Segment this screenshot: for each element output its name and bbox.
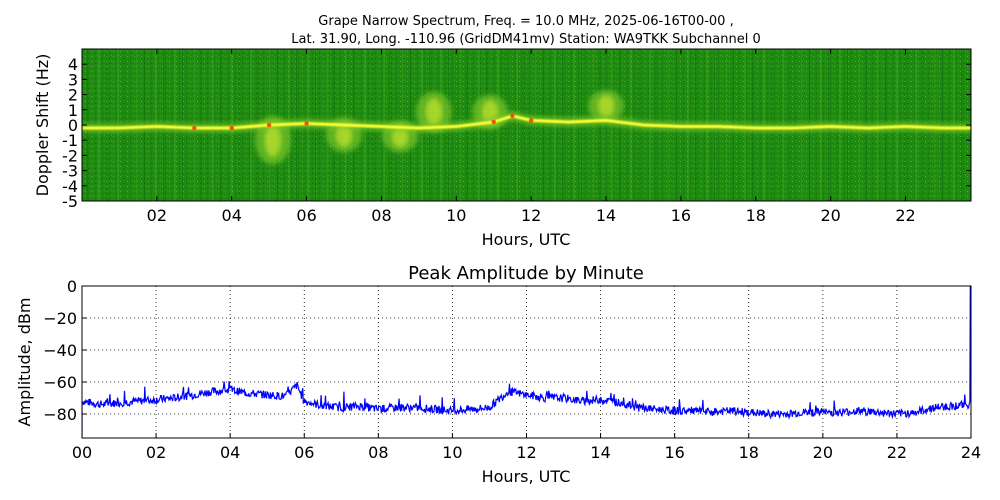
carrier-peak-point: [304, 121, 309, 126]
amplitude-y-ticks: 0 −20 −40 −60 −80: [43, 277, 87, 424]
amplitude-x-tick-label: 06: [294, 443, 314, 462]
doppler-spread-core: [598, 95, 615, 117]
amplitude-grid: [82, 286, 971, 438]
carrier-peak-point: [192, 125, 197, 131]
amplitude-x-tick-label: 18: [739, 443, 759, 462]
carrier-trace: [82, 114, 971, 130]
amplitude-y-label: Amplitude, dBm: [15, 298, 34, 427]
amplitude-x-tick-label: 02: [146, 443, 166, 462]
amplitude-y-tick-label: −60: [43, 373, 77, 392]
spectrogram-x-tick-label: 10: [446, 206, 466, 225]
amplitude-x-tick-label: 14: [590, 443, 610, 462]
amplitude-x-ticks: 00 02 04 06 08 10 12 14 16 18 20 22 24: [72, 433, 981, 462]
spectrogram-x-tick-label: 06: [296, 206, 316, 225]
doppler-spread-core: [264, 123, 281, 157]
spectrogram-x-tick-label: 18: [746, 206, 766, 225]
amplitude-x-tick-label: 00: [72, 443, 92, 462]
amplitude-x-label: Hours, UTC: [482, 467, 571, 486]
spectrogram-x-tick-label: 22: [895, 206, 915, 225]
spectrogram-x-tick-label: 04: [222, 206, 242, 225]
amplitude-y-tick-label: −80: [43, 405, 77, 424]
amplitude-x-tick-label: 16: [664, 443, 684, 462]
amplitude-series-line: [82, 286, 971, 438]
spectrogram-y-tick-label: -2: [62, 146, 78, 165]
spectrogram-x-tick-label: 08: [371, 206, 391, 225]
spectrogram-y-tick-label: -1: [62, 131, 78, 150]
carrier-peak-point: [229, 125, 234, 131]
spectrogram-y-tick-label: 0: [68, 116, 78, 135]
carrier-peak-point: [491, 119, 496, 125]
amplitude-y-tick-label: −40: [43, 341, 77, 360]
spectrum-title-line2: Lat. 31.90, Long. -110.96 (GridDM41mv) S…: [291, 32, 761, 47]
amplitude-title: Peak Amplitude by Minute: [408, 263, 644, 284]
spectrogram-y-tick-label: -4: [62, 177, 78, 196]
spectrogram-x-ticks: 02 04 06 08 10 12 14 16 18 20 22: [147, 49, 916, 225]
spectrogram-y-tick-label: 2: [68, 86, 78, 105]
spectrogram-x-tick-label: 16: [671, 206, 691, 225]
spectrogram-x-tick-label: 02: [147, 206, 167, 225]
amplitude-x-tick-label: 22: [887, 443, 907, 462]
carrier-peak-point: [510, 113, 515, 119]
amplitude-x-tick-label: 12: [516, 443, 536, 462]
amplitude-panel: Peak Amplitude by Minute 00 02 04 06 08 10 12 1…: [15, 263, 981, 486]
amplitude-x-tick-label: 08: [368, 443, 388, 462]
spectrogram-x-tick-label: 12: [521, 206, 541, 225]
spectrogram-y-tick-label: 3: [68, 70, 78, 89]
spectrogram-y-tick-label: 1: [68, 101, 78, 120]
amplitude-y-tick-label: 0: [67, 277, 77, 296]
doppler-spread-core: [425, 98, 442, 126]
amplitude-x-tick-label: 20: [813, 443, 833, 462]
amplitude-x-tick-label: 04: [220, 443, 240, 462]
amplitude-x-tick-label: 10: [442, 443, 462, 462]
carrier-peak-point: [266, 122, 272, 128]
spectrogram-y-tick-label: 4: [68, 55, 78, 74]
carrier-peak-point: [528, 118, 534, 123]
spectrogram-x-tick-label: 20: [820, 206, 840, 225]
spectrogram-y-tick-label: -5: [62, 192, 78, 211]
spectrogram-y-tick-label: -3: [62, 162, 78, 181]
carrier-trace-layer: [82, 111, 971, 133]
spectrogram-y-label: Doppler Shift (Hz): [33, 54, 52, 197]
spectrogram-x-label: Hours, UTC: [482, 230, 571, 249]
amplitude-y-tick-label: −20: [43, 309, 77, 328]
spectrogram-x-tick-label: 14: [596, 206, 616, 225]
amplitude-x-tick-label: 24: [961, 443, 981, 462]
spectrum-title-line1: Grape Narrow Spectrum, Freq. = 10.0 MHz,…: [318, 14, 733, 29]
